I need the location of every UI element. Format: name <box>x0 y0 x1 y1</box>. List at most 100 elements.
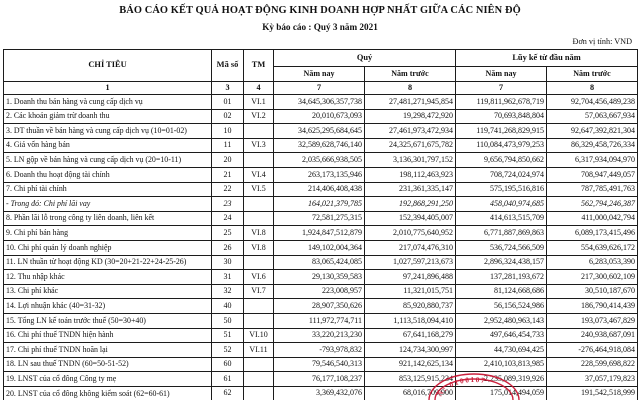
table-row: 19. LNST của cổ đông Công ty mẹ 61 76,177,… <box>3 371 639 387</box>
row-cumulative-previous: 92,647,392,821,304 <box>545 123 639 139</box>
row-label: 15. Tổng LN kế toán trước thuế (50=30+40… <box>3 312 212 329</box>
row-quarter-previous: 152,394,405,007 <box>364 210 456 227</box>
row-tm: VI.3 <box>243 137 274 154</box>
row-cumulative-current: 2,896,324,438,157 <box>455 254 547 271</box>
row-quarter-current: 34,645,306,357,738 <box>273 94 365 110</box>
row-quarter-current: 214,406,408,438 <box>273 181 365 198</box>
row-quarter-previous: 11,321,015,751 <box>364 283 456 300</box>
row-cumulative-current: 2,410,103,813,985 <box>455 356 547 373</box>
row-cumulative-current: 6,771,887,869,863 <box>455 225 547 241</box>
row-quarter-previous: 67,641,168,279 <box>364 327 456 344</box>
row-tm: VI.10 <box>243 327 274 344</box>
row-cumulative-current: 119,741,268,829,915 <box>455 123 547 139</box>
row-cumulative-current: 2,235,089,319,926 <box>455 371 547 387</box>
row-quarter-previous: 1,113,518,094,410 <box>364 312 456 329</box>
colnum-tm: 4 <box>243 81 274 95</box>
row-quarter-current: 34,625,295,684,645 <box>273 123 365 139</box>
colnum-c-previous: 8 <box>545 81 639 95</box>
row-quarter-current: 164,021,379,785 <box>273 196 365 212</box>
row-tm <box>243 210 274 227</box>
row-code: 25 <box>211 225 244 241</box>
income-statement-table: CHỈ TIÊU Mã số TM Quý Lũy kế từ đầu năm … <box>3 49 639 400</box>
row-cumulative-current: 414,613,515,709 <box>455 210 547 227</box>
row-quarter-current: 2,035,666,938,505 <box>273 152 365 168</box>
row-cumulative-current: 575,195,516,816 <box>455 181 547 198</box>
row-cumulative-previous: 6,089,173,415,496 <box>545 225 639 241</box>
table-row: 2. Các khoản giảm trừ doanh thu 02 VI.2 20,… <box>3 108 639 125</box>
row-cumulative-current: 137,281,193,672 <box>455 269 547 285</box>
row-quarter-current: 83,065,424,085 <box>273 254 365 271</box>
table-row: 1. Doanh thu bán hàng và cung cấp dịch v… <box>3 94 639 110</box>
table-row: 11. LN thuần từ hoạt động KD (30=20+21-2… <box>3 254 639 271</box>
row-cumulative-current: 81,124,668,686 <box>455 283 547 300</box>
row-cumulative-current: 458,040,974,685 <box>455 196 547 212</box>
row-quarter-current: 28,907,350,626 <box>273 298 365 314</box>
row-quarter-current: -793,978,832 <box>273 342 365 358</box>
table-row: 16. Chi phí thuế TNDN hiện hành 51 VI.10 33… <box>3 327 639 344</box>
column-header-cumulative-previous: Năm trước <box>545 66 639 82</box>
row-quarter-current: 32,589,628,746,140 <box>273 137 365 154</box>
table-row: 9. Chi phí bán hàng 25 VI.8 1,924,847,512,8… <box>3 225 639 241</box>
row-quarter-current: 223,008,957 <box>273 283 365 300</box>
row-tm <box>243 123 274 139</box>
row-tm <box>243 371 274 387</box>
row-quarter-previous: 192,868,291,250 <box>364 196 456 212</box>
row-cumulative-previous: 217,300,602,109 <box>545 269 639 285</box>
row-cumulative-previous: 92,704,456,489,238 <box>545 94 639 110</box>
column-header-tm: TM <box>243 49 274 82</box>
row-quarter-current: 79,546,540,313 <box>273 356 365 373</box>
row-quarter-current: 76,177,108,237 <box>273 371 365 387</box>
document-page: BÁO CÁO KẾT QUẢ HOẠT ĐỘNG KINH DOANH HỢP… <box>0 4 640 400</box>
row-quarter-previous: 27,481,271,945,854 <box>364 94 456 110</box>
row-cumulative-previous: 6,283,053,390 <box>545 254 639 271</box>
row-cumulative-previous: 193,073,467,829 <box>545 312 639 329</box>
row-label: 10. Chi phí quản lý doanh nghiệp <box>3 239 212 256</box>
row-label: 20. LNST của cổ đông không kiểm soát (62… <box>3 385 212 400</box>
row-label: 12. Thu nhập khác <box>3 269 212 285</box>
column-header-quarter-previous: Năm trước <box>364 66 456 82</box>
page-title: BÁO CÁO KẾT QUẢ HOẠT ĐỘNG KINH DOANH HỢP… <box>119 5 521 16</box>
row-quarter-previous: 24,325,671,675,782 <box>364 137 456 154</box>
row-label: 18. LN sau thuế TNDN (60=50-51-52) <box>3 356 212 373</box>
row-quarter-previous: 217,074,476,310 <box>364 239 456 256</box>
row-quarter-current: 33,220,213,230 <box>273 327 365 344</box>
row-cumulative-current: 497,646,454,733 <box>455 327 547 344</box>
row-cumulative-current: 536,724,566,509 <box>455 239 547 256</box>
row-tm: VI.8 <box>243 239 274 256</box>
row-tm: VI.1 <box>243 94 274 110</box>
row-quarter-previous: 2,010,775,640,952 <box>364 225 456 241</box>
row-cumulative-current: 9,656,794,850,662 <box>455 152 547 168</box>
colnum-code: 3 <box>211 81 244 95</box>
row-code: 60 <box>211 356 244 373</box>
colnum-c-current: 7 <box>455 81 547 95</box>
row-label: 19. LNST của cổ đông Công ty mẹ <box>3 371 212 387</box>
colnum-q-current: 7 <box>273 81 365 95</box>
row-label: 6. Doanh thu hoạt động tài chính <box>3 166 212 183</box>
column-header-quarter-current: Năm nay <box>273 66 365 82</box>
row-code: 21 <box>211 166 244 183</box>
row-quarter-current: 3,369,432,076 <box>273 385 365 400</box>
row-quarter-current: 263,173,135,946 <box>273 166 365 183</box>
row-quarter-previous: 68,016,709,900 <box>364 385 456 400</box>
row-cumulative-previous: 411,000,042,794 <box>545 210 639 227</box>
table-row: 15. Tổng LN kế toán trước thuế (50=30+40… <box>3 312 639 329</box>
row-label: 5. LN gộp về bán hàng và cung cấp dịch v… <box>3 152 212 168</box>
row-quarter-previous: 27,461,973,472,934 <box>364 123 456 139</box>
row-cumulative-previous: 554,639,626,172 <box>545 239 639 256</box>
row-tm: VI.5 <box>243 181 274 198</box>
row-code: 11 <box>211 137 244 154</box>
row-cumulative-current: 44,730,694,425 <box>455 342 547 358</box>
table-row: 7. Chi phí tài chính 22 VI.5 214,406,408,43… <box>3 181 639 198</box>
table-row: 13. Chi phí khác 32 VI.7 223,008,957 11,321,… <box>3 283 639 300</box>
row-code: 20 <box>211 152 244 168</box>
column-group-quarter: Quý <box>273 49 456 67</box>
row-quarter-previous: 3,136,301,797,152 <box>364 152 456 168</box>
row-tm: VI.7 <box>243 283 274 300</box>
row-quarter-previous: 853,125,915,234 <box>364 371 456 387</box>
row-label: 14. Lợi nhuận khác (40=31-32) <box>3 298 212 314</box>
row-cumulative-previous: 186,790,414,439 <box>545 298 639 314</box>
row-cumulative-previous: 562,794,246,387 <box>545 196 639 212</box>
row-code: 50 <box>211 312 244 329</box>
table-row: 20. LNST của cổ đông không kiểm soát (62… <box>3 385 639 400</box>
row-quarter-previous: 921,142,625,134 <box>364 356 456 373</box>
